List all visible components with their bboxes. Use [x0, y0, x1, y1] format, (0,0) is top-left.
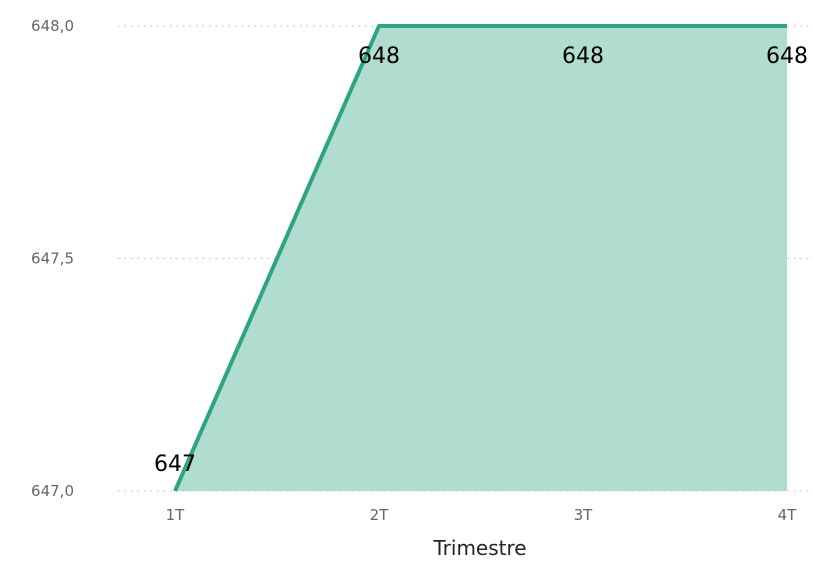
x-tick-label: 1T	[166, 506, 186, 524]
data-label: 648	[358, 44, 400, 69]
y-tick-label: 648,0	[31, 17, 74, 35]
y-tick-label: 647,5	[31, 250, 74, 268]
area-series	[173, 24, 787, 492]
x-tick-label: 2T	[370, 506, 390, 524]
data-labels: 647 648 648 648	[154, 44, 808, 477]
x-axis-title: Trimestre	[432, 536, 526, 560]
x-tick-label: 4T	[778, 506, 798, 524]
x-tick-label: 3T	[574, 506, 594, 524]
x-axis-ticks: 1T 2T 3T 4T	[166, 506, 798, 524]
series-line	[173, 24, 787, 492]
data-label: 647	[154, 452, 196, 477]
area-fill	[175, 26, 787, 491]
y-axis-ticks: 647,0 647,5 648,0	[31, 17, 74, 500]
y-tick-label: 647,0	[31, 482, 74, 500]
data-label: 648	[766, 44, 808, 69]
data-label: 648	[562, 44, 604, 69]
